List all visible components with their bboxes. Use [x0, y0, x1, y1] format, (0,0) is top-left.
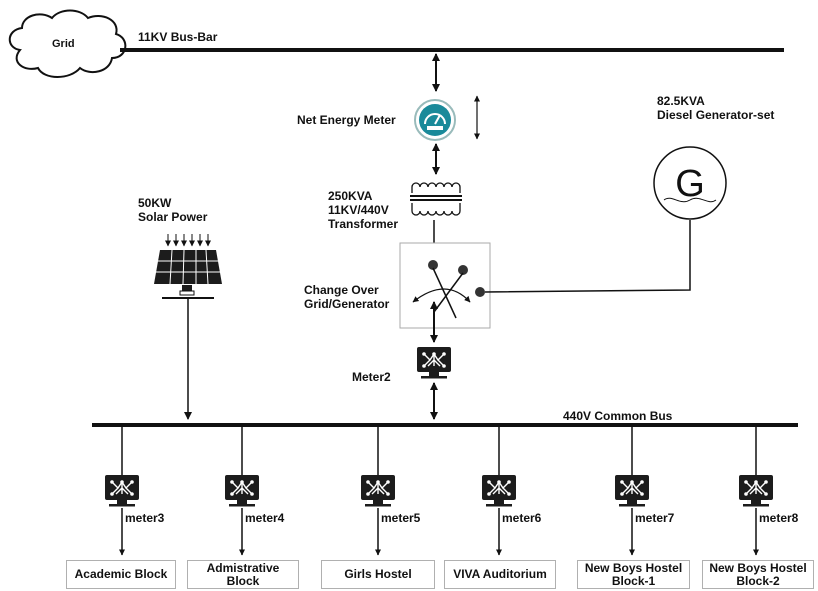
- meter5-icon: [360, 474, 396, 508]
- net-energy-meter-label: Net Energy Meter: [297, 113, 396, 127]
- load-name-line2: Block-2: [736, 573, 780, 588]
- diesel-generator-label: 82.5KVA Diesel Generator-set: [657, 94, 775, 122]
- load-name: Girls Hostel: [344, 567, 412, 581]
- load-name: Admistrative: [206, 560, 280, 575]
- load-box-meter7: New Boys Hostel Block-1: [577, 560, 690, 589]
- load-box-meter3: Academic Block: [66, 560, 176, 589]
- common-bus-label: 440V Common Bus: [563, 409, 673, 423]
- meter6-icon: [481, 474, 517, 508]
- load-name: New Boys Hostel: [584, 560, 683, 575]
- load-name: New Boys Hostel: [709, 560, 807, 575]
- load-box-meter4: Admistrative Block: [187, 560, 299, 589]
- load-name-line2: Block-1: [611, 573, 656, 588]
- meter7-label: meter7: [635, 511, 675, 525]
- load-box-meter6: VIVA Auditorium: [444, 560, 556, 589]
- meter2-icon: [416, 346, 452, 380]
- load-box-meter5: Girls Hostel: [321, 560, 435, 589]
- meter5-label: meter5: [381, 511, 421, 525]
- meter2-label: Meter2: [352, 370, 391, 384]
- meter4-label: meter4: [245, 511, 285, 525]
- meter8-label: meter8: [759, 511, 799, 525]
- net-energy-meter-icon: [414, 99, 456, 141]
- generator-cable: [484, 220, 691, 293]
- transformer-label: 250KVA 11KV/440V Transformer: [328, 189, 399, 231]
- generator-symbol: G: [675, 163, 705, 205]
- changeover-switch-icon: [399, 242, 491, 329]
- changeover-label: Change Over Grid/Generator: [304, 283, 390, 311]
- load-name-line2: Block: [226, 573, 260, 588]
- busbar-11kv-label: 11KV Bus-Bar: [138, 30, 218, 44]
- grid-label: Grid: [52, 38, 75, 50]
- solar-panel-icon: [154, 234, 222, 299]
- meter7-icon: [614, 474, 650, 508]
- load-box-meter8: New Boys Hostel Block-2: [702, 560, 814, 589]
- solar-power-label: 50KW Solar Power: [138, 196, 208, 224]
- meter3-icon: [104, 474, 140, 508]
- meter4-icon: [224, 474, 260, 508]
- load-name: Academic Block: [74, 567, 168, 581]
- meter8-icon: [738, 474, 774, 508]
- meter3-label: meter3: [125, 511, 165, 525]
- load-name: VIVA Auditorium: [453, 567, 547, 581]
- transformer-icon: [410, 182, 462, 216]
- generator-icon: G: [653, 146, 727, 220]
- grid-cloud-icon: [8, 9, 127, 78]
- meter6-label: meter6: [502, 511, 542, 525]
- branch-feeders: [104, 427, 774, 556]
